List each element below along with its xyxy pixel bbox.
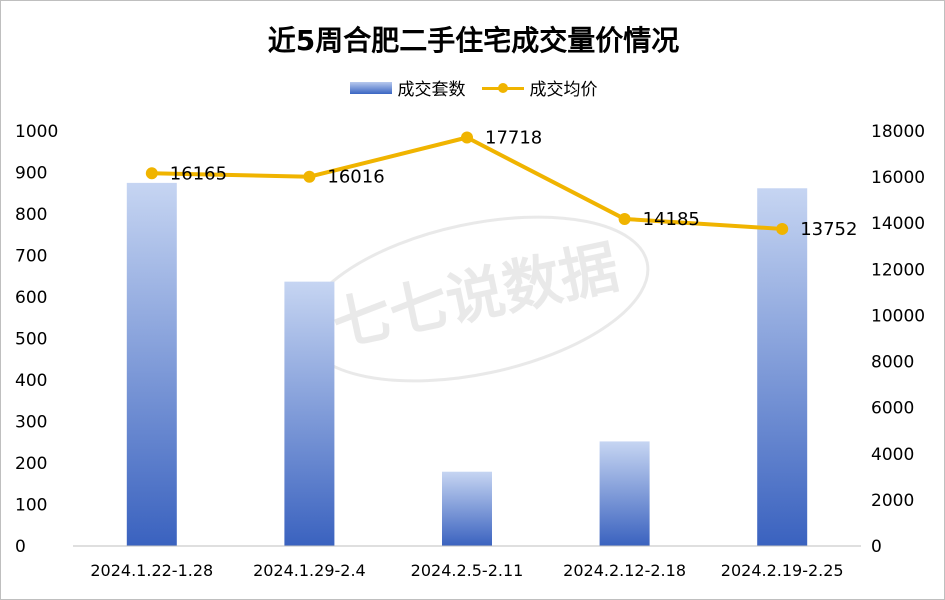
legend: 成交套数 成交均价 [1,75,945,100]
x-tick-label: 2024.1.22-1.28 [90,561,213,580]
y-left-tick-label: 600 [15,288,47,308]
price-point-4 [618,212,631,225]
y-left-tick-label: 400 [15,371,47,391]
x-tick-label: 2024.2.5-2.11 [411,561,524,580]
y-left-tick-label: 1000 [15,122,58,142]
y-left-tick-label: 0 [15,537,26,557]
y-right-tick-label: 10000 [871,306,925,326]
y-right-tick-label: 4000 [871,445,914,465]
watermark: 七七说数据 [302,215,650,383]
y-left-tick-label: 700 [15,247,47,267]
legend-swatch-line [481,82,524,94]
y-right-tick-label: 12000 [871,260,925,280]
y-right-tick-label: 14000 [871,214,925,234]
x-tick-label: 2024.2.19-2.25 [721,561,844,580]
y-right-tick-label: 2000 [871,491,914,511]
price-data-label: 14185 [643,209,700,230]
price-point-1 [145,167,158,180]
bar-4 [599,441,650,546]
legend-item-bars: 成交套数 [349,75,466,100]
y-right-tick-label: 8000 [871,353,914,373]
y-left-tick-label: 300 [15,413,47,433]
chart-title: 近5周合肥二手住宅成交量价情况 [267,24,680,57]
price-point-2 [303,170,316,183]
y-right-tick-label: 16000 [871,168,925,188]
legend-item-line: 成交均价 [481,75,598,100]
price-point-5 [776,222,789,235]
bar-1 [126,182,177,546]
bar-5 [757,188,808,546]
y-left-tick-label: 200 [15,454,47,474]
y-left-tick-label: 800 [15,205,47,225]
x-tick-label: 2024.2.12-2.18 [563,561,686,580]
bar-2 [284,281,335,546]
legend-label-bars: 成交套数 [397,80,466,100]
y-right-tick-label: 6000 [871,399,914,419]
price-data-label: 16165 [170,163,227,184]
bar-3 [442,471,492,546]
price-data-label: 13752 [800,219,857,240]
legend-swatch-bars [349,81,392,94]
price-data-label: 17718 [485,128,542,149]
price-data-label: 16016 [327,167,384,188]
y-right-tick-label: 18000 [871,122,925,142]
y-left-tick-label: 900 [15,164,47,184]
y-right-tick-label: 0 [871,537,882,557]
legend-label-line: 成交均价 [529,80,598,100]
y-left-tick-label: 500 [15,330,47,350]
price-point-3 [461,131,473,144]
x-tick-label: 2024.1.29-2.4 [253,561,366,580]
y-left-tick-label: 100 [15,496,47,516]
